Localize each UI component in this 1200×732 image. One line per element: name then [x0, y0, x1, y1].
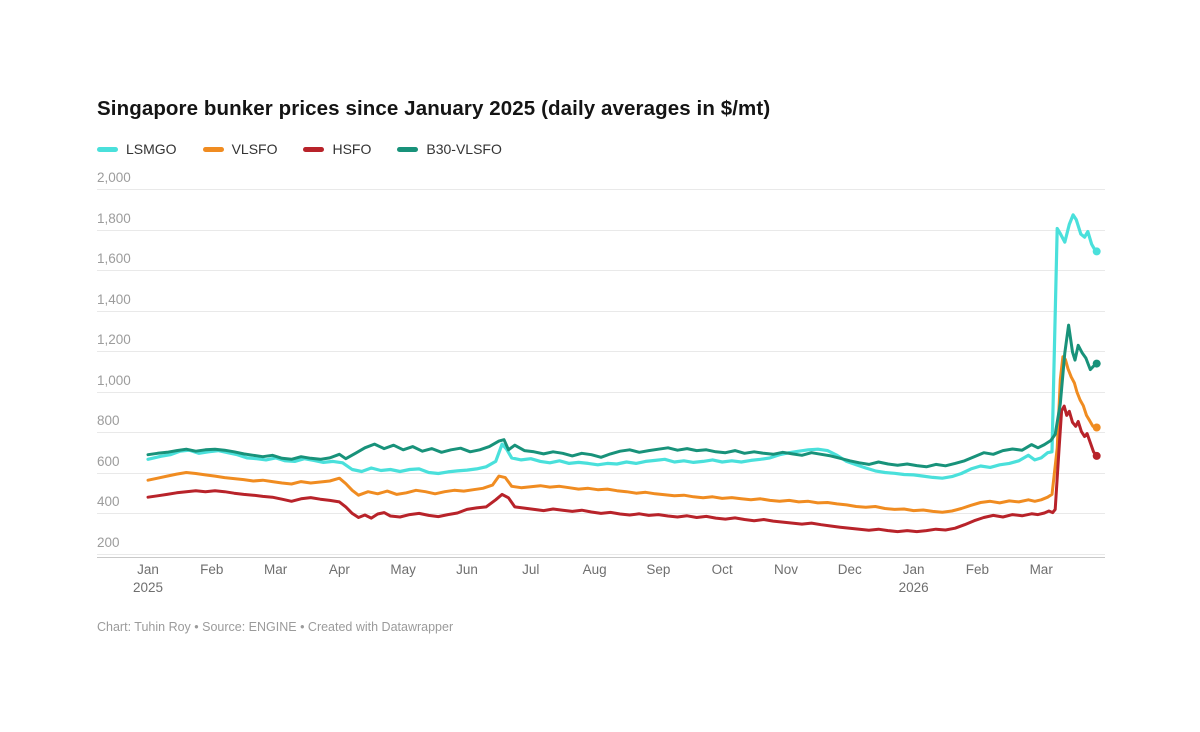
legend-item-b30-vlsfo: B30-VLSFO — [397, 141, 502, 157]
x-axis-label: Aug — [582, 562, 607, 577]
legend-label: VLSFO — [231, 141, 278, 157]
series-end-dot-vlsfo — [1092, 423, 1101, 432]
series-end-dot-b30-vlsfo — [1092, 359, 1101, 368]
x-axis-label: May — [390, 562, 416, 577]
series-end-dot-hsfo — [1092, 451, 1101, 460]
x-axis-label: Jan — [137, 562, 159, 577]
lsmgo-line-swatch-icon — [97, 146, 118, 152]
y-axis-label: 1,200 — [97, 332, 131, 347]
series-line-lsmgo — [146, 213, 1099, 480]
legend-label: HSFO — [332, 141, 372, 157]
y-axis-label: 200 — [97, 534, 120, 550]
x-axis-year-label: 2026 — [898, 580, 929, 595]
y-gridline — [97, 472, 1105, 474]
y-axis-label: 1,800 — [97, 210, 131, 226]
legend: LSMGO VLSFO HSFO B30-VLSFO — [97, 141, 502, 157]
b30-vlsfo-line-swatch-icon — [397, 146, 419, 152]
credit-line: Chart: Tuhin Roy • Source: ENGINE • Crea… — [97, 620, 454, 634]
vlsfo-line-swatch-icon — [202, 146, 224, 152]
y-gridline — [97, 310, 1105, 312]
y-axis-label: 1,400 — [97, 291, 131, 307]
y-gridline — [97, 270, 1105, 271]
y-axis-label: 600 — [97, 453, 120, 469]
series-line-vlsfo — [146, 355, 1099, 514]
x-axis-label: Nov — [773, 562, 798, 577]
hsfo-line-swatch-icon — [303, 146, 325, 152]
x-axis-label: Jul — [522, 562, 540, 577]
x-axis-label: Feb — [965, 562, 990, 577]
legend-label: B30-VLSFO — [426, 141, 502, 157]
x-axis-label: Sep — [646, 562, 671, 577]
x-axis-baseline — [97, 557, 1105, 558]
legend-item-vlsfo: VLSFO — [202, 141, 278, 157]
series-line-b30-vlsfo — [146, 323, 1099, 469]
page-title: Singapore bunker prices since January 20… — [97, 97, 771, 120]
y-gridline — [97, 553, 1105, 555]
x-axis-label: Jun — [456, 562, 478, 577]
x-axis-label: Dec — [837, 562, 862, 577]
legend-label: LSMGO — [126, 141, 177, 157]
series-line-hsfo — [146, 404, 1099, 534]
legend-item-lsmgo: LSMGO — [97, 141, 177, 157]
y-axis-label: 1,600 — [97, 251, 131, 266]
y-axis-label: 800 — [97, 413, 120, 428]
y-gridline — [97, 391, 1105, 393]
x-axis-label: Jan — [902, 562, 925, 577]
y-axis-label: 2,000 — [97, 170, 131, 185]
x-axis-label: Mar — [263, 562, 288, 577]
x-axis-year-label: 2025 — [132, 580, 164, 595]
x-axis-label: Feb — [200, 562, 224, 577]
y-gridline — [97, 189, 1105, 190]
y-gridline — [97, 229, 1105, 231]
y-axis-label: 400 — [97, 494, 120, 509]
y-gridline — [97, 432, 1105, 433]
x-axis-label: Oct — [711, 562, 733, 577]
y-gridline — [97, 351, 1105, 352]
series-end-dot-lsmgo — [1092, 247, 1101, 256]
legend-item-hsfo: HSFO — [303, 141, 371, 157]
x-axis-label: Mar — [1029, 562, 1053, 577]
y-axis-label: 1,000 — [97, 372, 131, 388]
x-axis-label: Apr — [328, 562, 350, 577]
